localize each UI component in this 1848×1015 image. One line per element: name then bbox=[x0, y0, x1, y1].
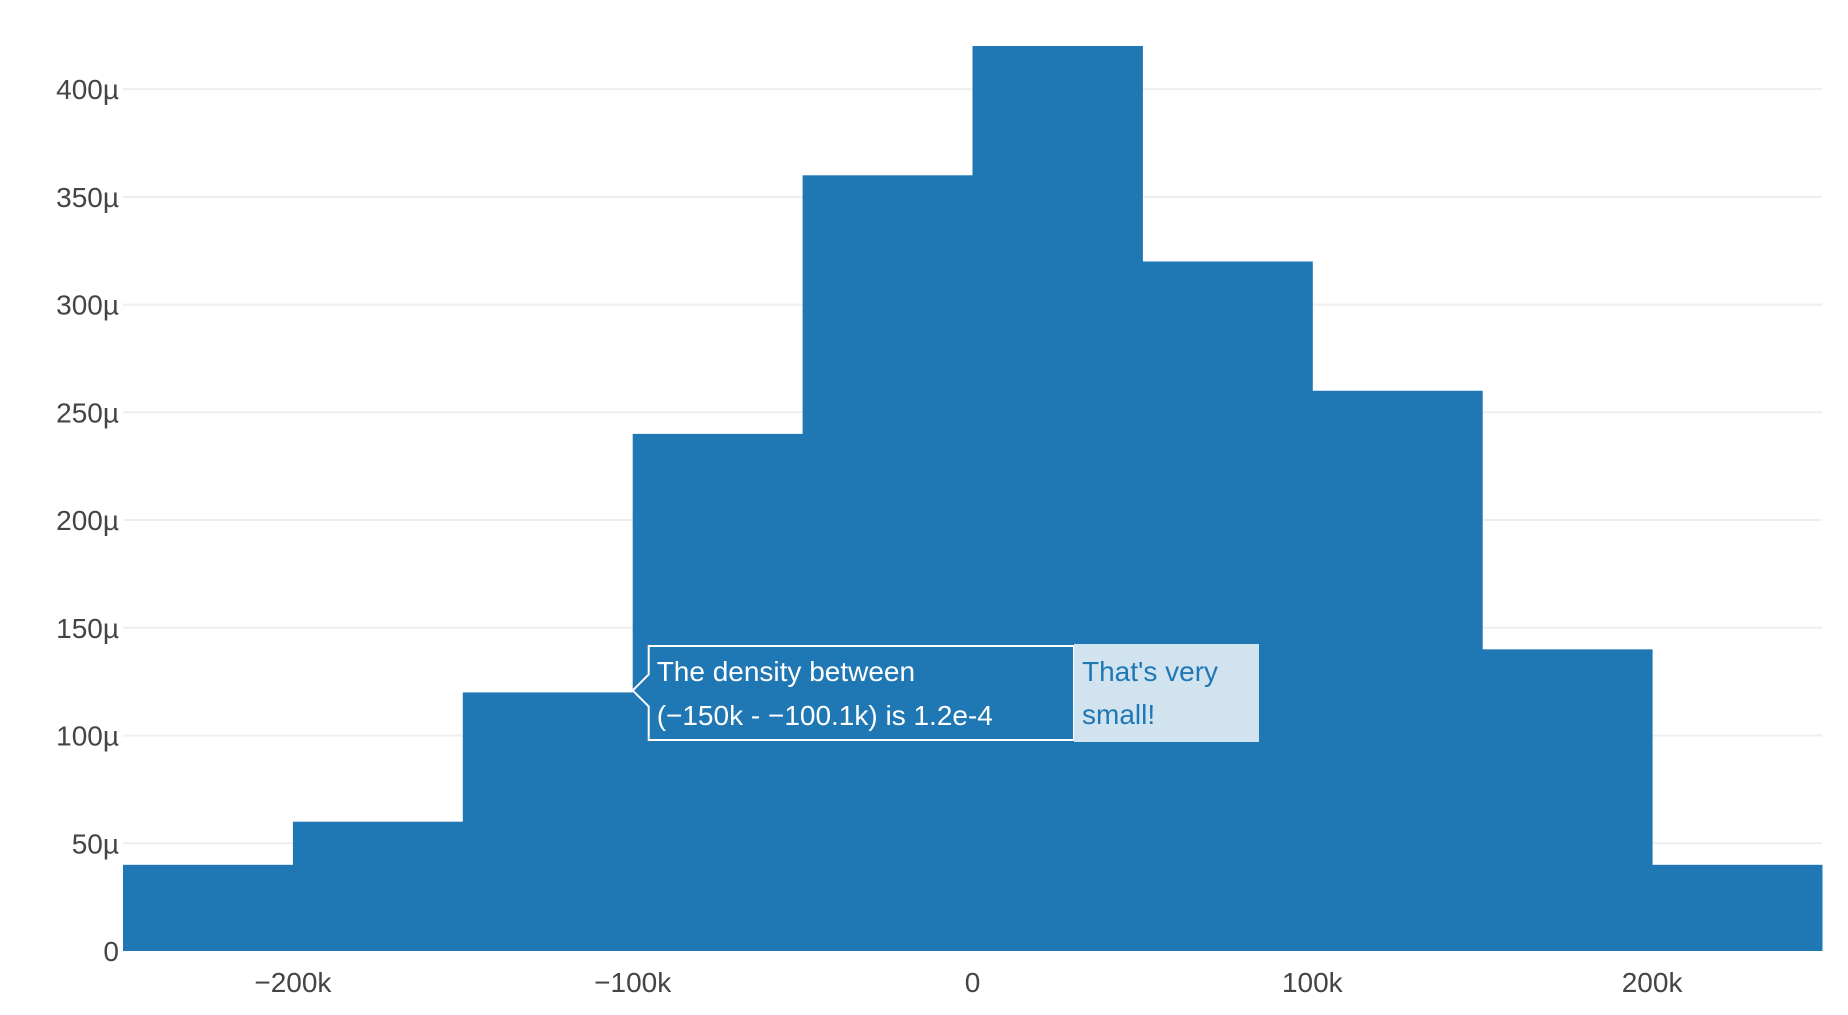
y-tick-label: 150µ bbox=[56, 613, 119, 644]
y-tick-label: 50µ bbox=[72, 828, 119, 859]
y-tick-label: 350µ bbox=[56, 182, 119, 213]
hover-name-box bbox=[1074, 644, 1259, 742]
x-tick-label: −200k bbox=[254, 967, 332, 998]
x-tick-label: 0 bbox=[965, 967, 981, 998]
x-tick-label: 200k bbox=[1622, 967, 1684, 998]
histogram-bars bbox=[123, 46, 1823, 952]
x-tick-label: 100k bbox=[1282, 967, 1344, 998]
histogram-bar[interactable] bbox=[802, 175, 973, 952]
hover-tooltip: The density between (−150k - −100.1k) is… bbox=[631, 644, 1259, 742]
hover-label-text: The density between bbox=[657, 656, 915, 687]
y-axis-ticks: 0 50µ 100µ 150µ 200µ 250µ 300µ 350µ 400µ bbox=[56, 74, 119, 967]
hover-label-text: (−150k - −100.1k) is 1.2e-4 bbox=[657, 700, 993, 731]
histogram-bar[interactable] bbox=[1142, 261, 1313, 951]
hover-name-text: That's very bbox=[1082, 656, 1218, 687]
y-tick-label: 250µ bbox=[56, 397, 119, 428]
y-tick-label: 300µ bbox=[56, 290, 119, 321]
histogram-bar[interactable] bbox=[462, 692, 634, 951]
y-tick-label: 400µ bbox=[56, 74, 119, 105]
histogram-bar[interactable] bbox=[1312, 390, 1483, 951]
y-tick-label: 200µ bbox=[56, 505, 119, 536]
histogram-bar[interactable] bbox=[1652, 864, 1823, 951]
histogram-bar[interactable] bbox=[972, 46, 1143, 951]
hover-name-text: small! bbox=[1082, 699, 1155, 730]
x-axis-ticks: −200k −100k 0 100k 200k bbox=[254, 967, 1683, 998]
y-tick-label: 100µ bbox=[56, 721, 119, 752]
histogram-bar[interactable] bbox=[1482, 649, 1653, 951]
y-tick-label: 0 bbox=[103, 936, 119, 967]
histogram-bar[interactable] bbox=[123, 864, 294, 951]
x-tick-label: −100k bbox=[594, 967, 672, 998]
histogram-bar[interactable] bbox=[292, 821, 464, 951]
